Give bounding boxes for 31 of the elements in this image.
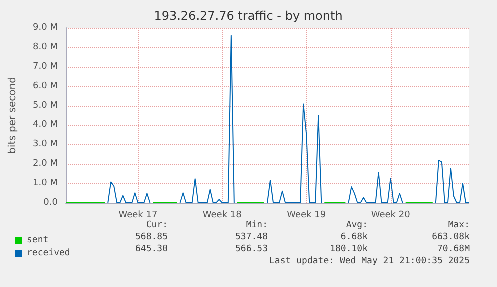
- text: 566.53: [235, 244, 268, 254]
- text: Min:: [246, 220, 268, 230]
- text: Last update: Wed May 21 21:00:35 2025: [270, 256, 470, 266]
- text: 568.85: [135, 232, 168, 242]
- legend-label: received: [27, 248, 70, 258]
- y-tick-label: 8.0 M: [33, 42, 58, 52]
- x-tick-label: Week 17: [118, 210, 158, 220]
- y-tick-label: 9.0 M: [33, 23, 58, 33]
- text: 645.30: [135, 244, 168, 254]
- y-tick-label: 4.0 M: [33, 120, 58, 130]
- text: 70.68M: [437, 244, 471, 254]
- text: 6.68k: [340, 232, 369, 242]
- legend-label: sent: [27, 236, 49, 246]
- chart-title: 193.26.27.76 traffic - by month: [154, 9, 343, 23]
- x-tick-label: Week 20: [371, 210, 411, 220]
- text: 663.08k: [432, 232, 471, 242]
- x-tick-label: Week 18: [202, 210, 242, 220]
- y-axis-title: bits per second: [8, 77, 18, 154]
- y-tick-label: 1.0 M: [33, 178, 58, 189]
- y-tick-label: 7.0 M: [33, 62, 58, 72]
- text: 537.48: [235, 232, 268, 242]
- text: Max:: [448, 220, 470, 230]
- y-tick-label: 5.0 M: [33, 100, 58, 111]
- text: Cur:: [146, 220, 168, 230]
- text: Avg:: [346, 220, 368, 230]
- y-tick-label: 2.0 M: [33, 159, 58, 170]
- x-tick-label: Week 19: [287, 210, 326, 220]
- y-tick-label: 6.0 M: [33, 81, 58, 92]
- text: 180.10k: [330, 244, 369, 254]
- y-tick-label: 0.0: [44, 198, 58, 208]
- y-tick-label: 3.0 M: [33, 140, 58, 150]
